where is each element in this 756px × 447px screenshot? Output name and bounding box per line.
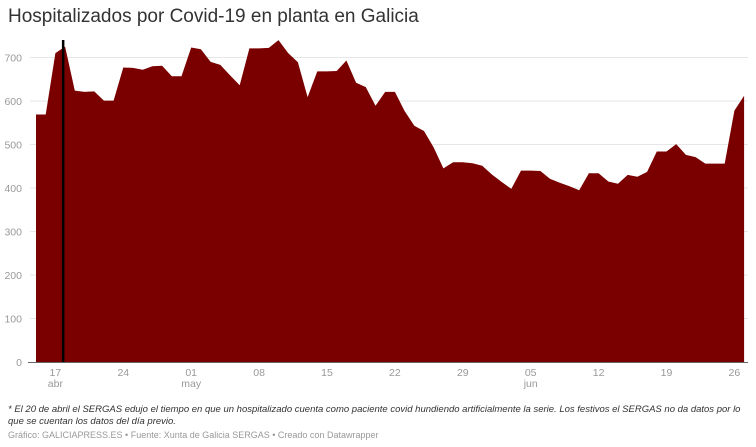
x-tick-label: 01 [185,367,197,379]
x-month-label: may [181,378,202,390]
x-tick-label: 17 [50,367,62,379]
source-credit: Gráfico: GALICIAPRESS.ES • Fuente: Xunta… [8,430,379,440]
y-tick-label: 100 [4,314,22,326]
x-month-label: abr [48,378,64,390]
y-tick-label: 500 [4,140,22,152]
x-tick-label: 29 [457,367,469,379]
x-tick-label: 26 [729,367,741,379]
footnote: * El 20 de abril el SERGAS edujo el tiem… [8,404,741,427]
y-axis-labels: 0 100 200 300 400 500 600 700 [4,53,22,370]
hospitalized-area-series [36,40,745,362]
x-tick-label: 24 [117,367,129,379]
x-month-label: jun [523,378,538,390]
y-tick-label: 300 [4,227,22,239]
x-tick-label: 15 [321,367,333,379]
x-tick-label: 12 [593,367,605,379]
x-tick-label: 19 [661,367,673,379]
y-tick-label: 400 [4,183,22,195]
x-tick-label: 08 [253,367,265,379]
x-tick-label: 05 [525,367,537,379]
y-tick-label: 0 [16,357,22,369]
x-tick-label: 22 [389,367,401,379]
y-tick-label: 200 [4,270,22,282]
y-tick-label: 700 [4,53,22,65]
chart-title: Hospitalizados por Covid-19 en planta en… [8,6,419,27]
y-tick-label: 600 [4,96,22,108]
